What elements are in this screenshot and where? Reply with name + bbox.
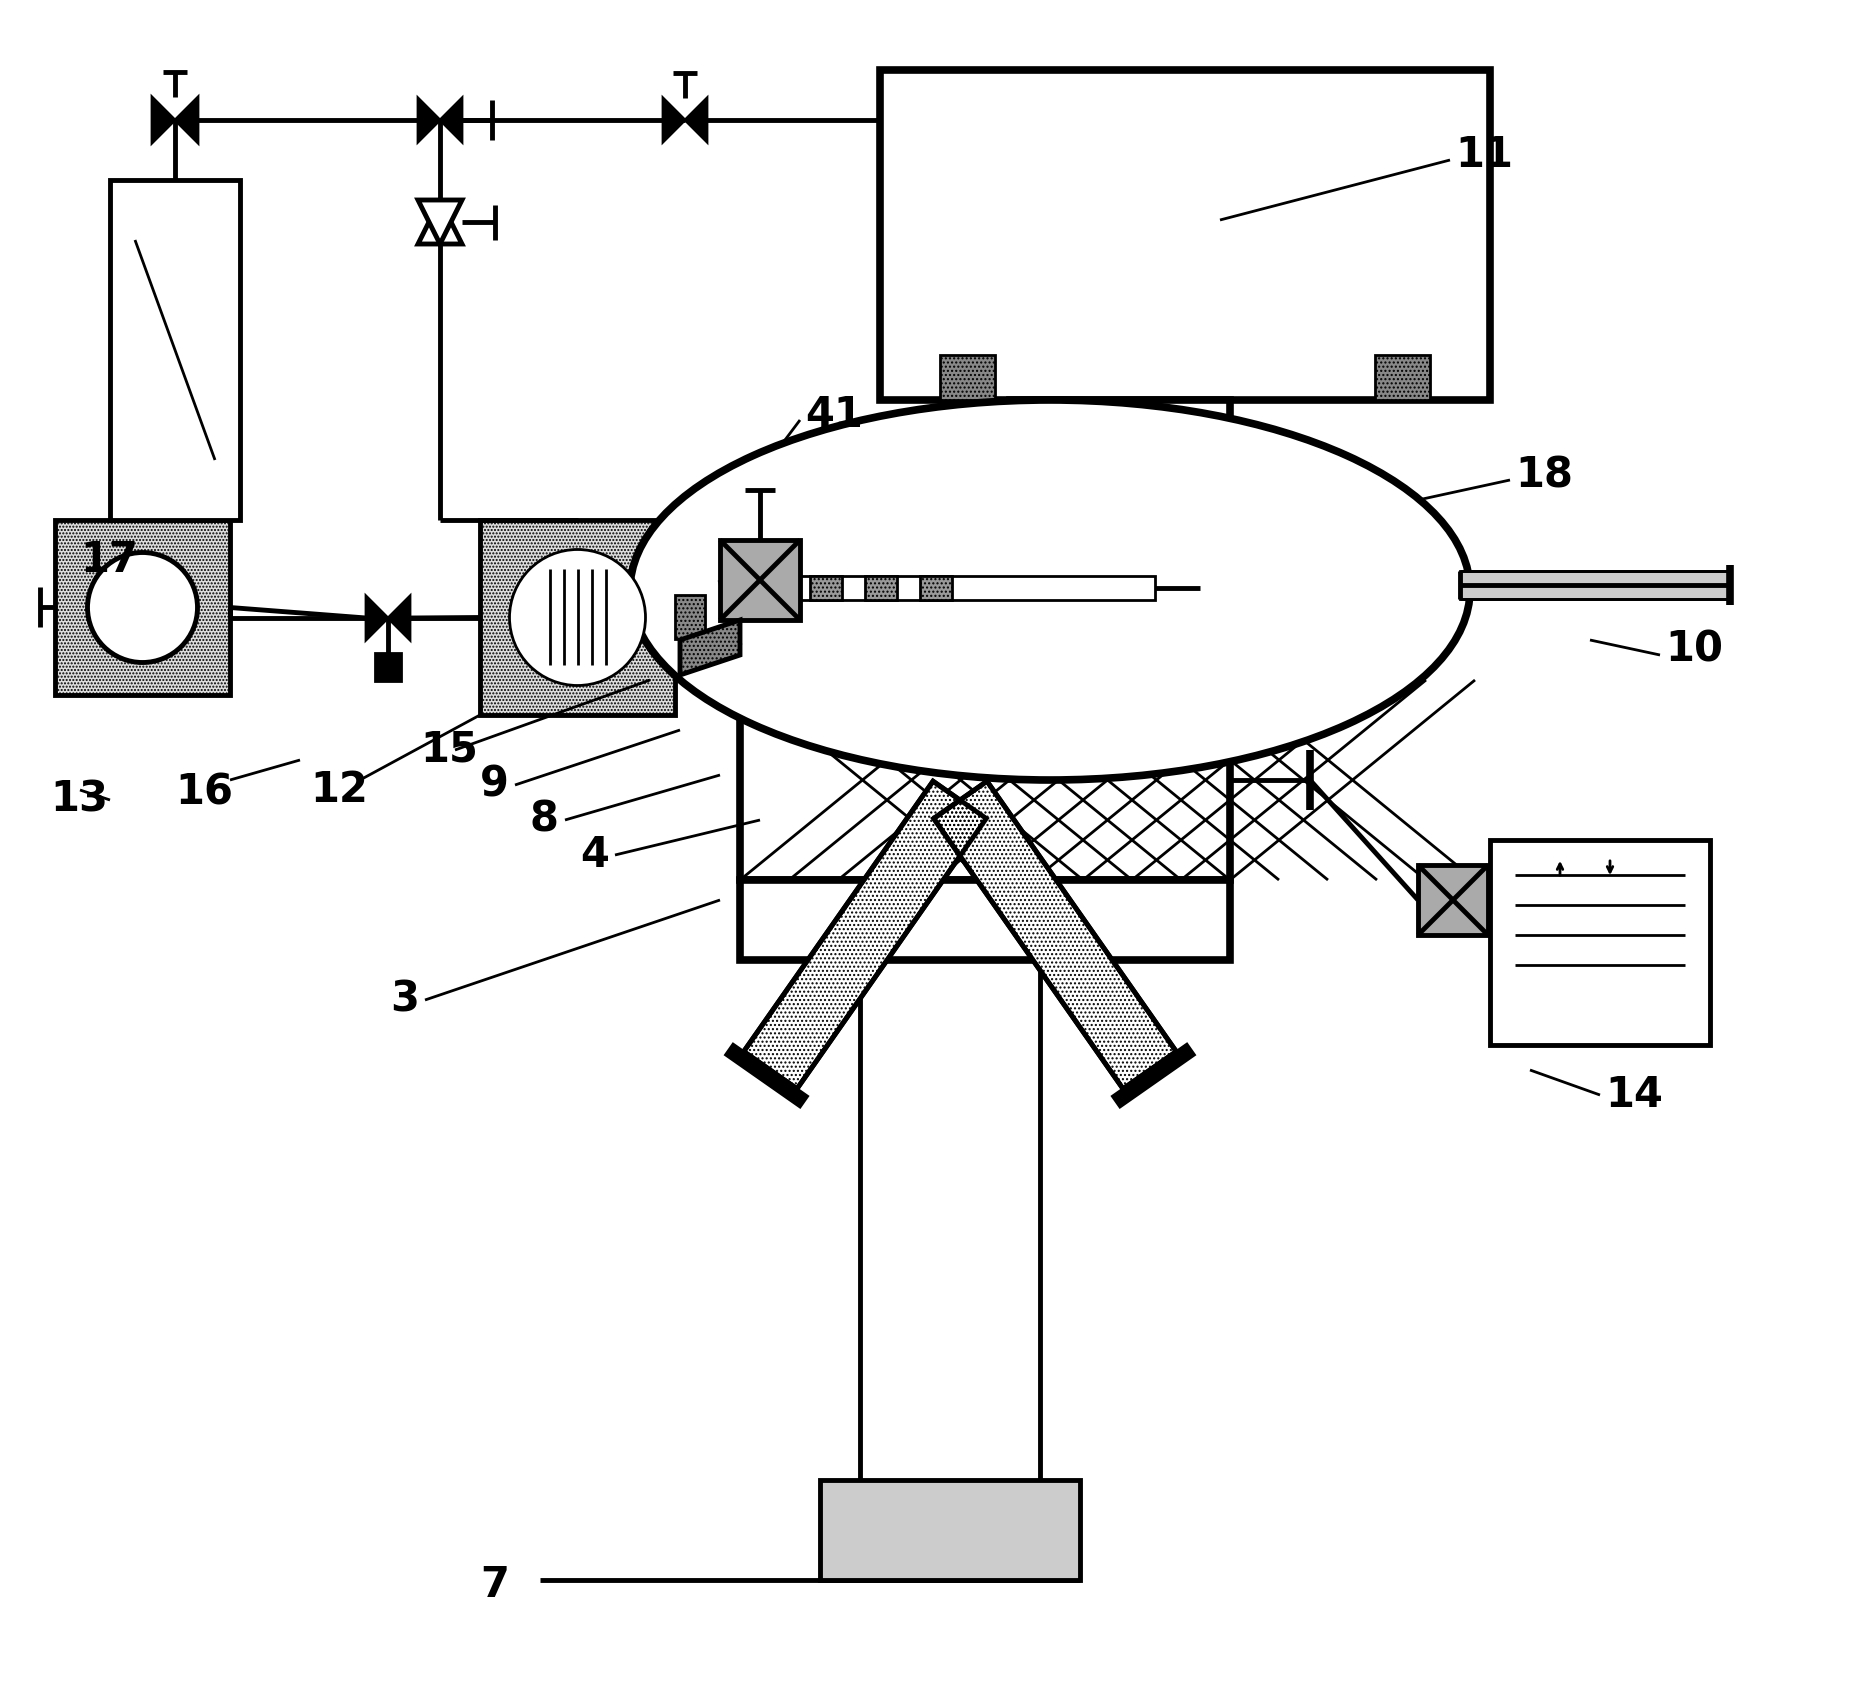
Polygon shape — [418, 99, 463, 141]
Bar — [675, 595, 705, 640]
Bar — [920, 577, 952, 600]
Text: 3: 3 — [390, 980, 420, 1021]
Polygon shape — [1112, 1044, 1194, 1107]
Bar — [810, 577, 842, 600]
Polygon shape — [745, 781, 987, 1089]
Text: 14: 14 — [1605, 1073, 1663, 1116]
Text: 11: 11 — [1455, 134, 1513, 175]
Circle shape — [88, 553, 198, 662]
Text: 18: 18 — [1515, 454, 1573, 497]
Text: 7: 7 — [480, 1563, 509, 1606]
Bar — [1459, 572, 1730, 599]
Text: 12: 12 — [310, 769, 368, 811]
Polygon shape — [418, 201, 463, 243]
Text: 10: 10 — [1664, 629, 1722, 670]
Bar — [866, 577, 898, 600]
Bar — [480, 521, 675, 714]
Bar — [54, 521, 230, 696]
Polygon shape — [726, 1044, 808, 1107]
Text: 16: 16 — [175, 772, 233, 815]
Bar — [720, 539, 801, 619]
Polygon shape — [679, 619, 741, 675]
Bar — [756, 577, 787, 600]
Bar — [1375, 356, 1429, 400]
Text: 17: 17 — [80, 539, 138, 582]
Bar — [741, 680, 1230, 879]
Bar — [819, 1480, 1080, 1580]
Bar — [1028, 418, 1213, 522]
Bar — [110, 180, 241, 521]
Text: 15: 15 — [420, 730, 478, 771]
Circle shape — [509, 549, 646, 686]
Bar — [940, 356, 995, 400]
Polygon shape — [418, 201, 463, 243]
Bar — [1418, 866, 1487, 936]
Text: 41: 41 — [804, 395, 862, 435]
Polygon shape — [366, 595, 411, 640]
Bar — [741, 879, 1230, 959]
Bar — [1489, 840, 1709, 1044]
Bar — [881, 70, 1489, 400]
Text: 13: 13 — [50, 779, 108, 822]
Text: 8: 8 — [530, 799, 560, 840]
Bar — [735, 577, 1155, 600]
Ellipse shape — [631, 400, 1470, 781]
Bar — [1010, 400, 1230, 539]
Polygon shape — [933, 781, 1176, 1089]
Polygon shape — [662, 99, 707, 141]
Text: 9: 9 — [480, 764, 509, 806]
Text: 4: 4 — [580, 833, 608, 876]
Polygon shape — [151, 97, 198, 143]
Bar — [375, 653, 401, 680]
